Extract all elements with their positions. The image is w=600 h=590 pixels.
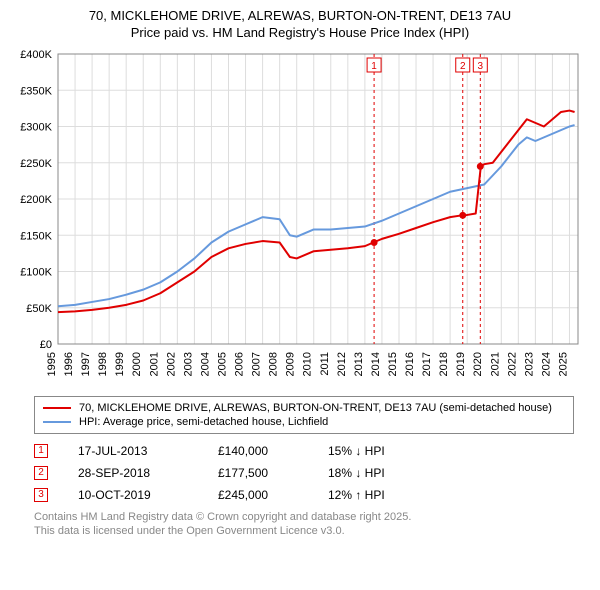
event-row: 2 28-SEP-2018 £177,500 18% ↓ HPI — [34, 462, 590, 484]
svg-text:1995: 1995 — [46, 352, 58, 376]
svg-text:2002: 2002 — [165, 352, 177, 376]
svg-text:2020: 2020 — [472, 352, 484, 376]
svg-text:2007: 2007 — [251, 352, 263, 376]
event-delta: 18% ↓ HPI — [328, 466, 418, 480]
svg-text:2025: 2025 — [557, 352, 569, 376]
svg-text:2012: 2012 — [336, 352, 348, 376]
svg-text:2010: 2010 — [302, 352, 314, 376]
chart-container: 70, MICKLEHOME DRIVE, ALREWAS, BURTON-ON… — [0, 0, 600, 544]
attribution-line: This data is licensed under the Open Gov… — [34, 524, 590, 538]
chart-title: 70, MICKLEHOME DRIVE, ALREWAS, BURTON-ON… — [10, 8, 590, 42]
svg-text:2011: 2011 — [319, 352, 331, 376]
svg-text:2: 2 — [460, 61, 466, 72]
svg-text:£300K: £300K — [20, 121, 52, 133]
svg-text:2022: 2022 — [506, 352, 518, 376]
svg-text:2021: 2021 — [489, 352, 501, 376]
svg-text:2008: 2008 — [268, 352, 280, 376]
legend-swatch — [43, 407, 71, 409]
event-date: 17-JUL-2013 — [78, 444, 188, 458]
svg-text:2019: 2019 — [455, 352, 467, 376]
event-marker-icon: 2 — [34, 466, 48, 480]
svg-text:2013: 2013 — [353, 352, 365, 376]
svg-text:2018: 2018 — [438, 352, 450, 376]
title-line-2: Price paid vs. HM Land Registry's House … — [10, 25, 590, 42]
legend-item: 70, MICKLEHOME DRIVE, ALREWAS, BURTON-ON… — [43, 401, 565, 415]
svg-text:£100K: £100K — [20, 266, 52, 278]
svg-text:2016: 2016 — [404, 352, 416, 376]
svg-text:2001: 2001 — [148, 352, 160, 376]
svg-text:£150K: £150K — [20, 230, 52, 242]
legend-label: HPI: Average price, semi-detached house,… — [79, 416, 328, 428]
svg-text:£250K: £250K — [20, 158, 52, 170]
svg-text:2024: 2024 — [540, 352, 552, 376]
line-chart: £0 £50K £100K £150K £200K £250K £300K £350K £400… — [10, 48, 590, 388]
svg-text:1998: 1998 — [97, 352, 109, 376]
svg-text:1996: 1996 — [63, 352, 75, 376]
event-date: 10-OCT-2019 — [78, 488, 188, 502]
legend-swatch — [43, 421, 71, 423]
svg-text:2017: 2017 — [421, 352, 433, 376]
svg-text:£400K: £400K — [20, 49, 52, 61]
svg-text:2014: 2014 — [370, 352, 382, 376]
svg-text:2005: 2005 — [216, 352, 228, 376]
svg-text:1: 1 — [371, 61, 377, 72]
svg-text:2023: 2023 — [523, 352, 535, 376]
legend: 70, MICKLEHOME DRIVE, ALREWAS, BURTON-ON… — [34, 396, 574, 434]
event-price: £140,000 — [218, 444, 298, 458]
svg-text:£50K: £50K — [26, 303, 52, 315]
event-marker-icon: 3 — [34, 488, 48, 502]
event-date: 28-SEP-2018 — [78, 466, 188, 480]
svg-text:2004: 2004 — [199, 352, 211, 376]
event-delta: 15% ↓ HPI — [328, 444, 418, 458]
svg-text:£0: £0 — [40, 339, 52, 351]
event-price: £177,500 — [218, 466, 298, 480]
svg-text:1997: 1997 — [80, 352, 92, 376]
event-marker-icon: 1 — [34, 444, 48, 458]
svg-text:2015: 2015 — [387, 352, 399, 376]
event-row: 3 10-OCT-2019 £245,000 12% ↑ HPI — [34, 484, 590, 506]
svg-text:£200K: £200K — [20, 194, 52, 206]
svg-text:2003: 2003 — [182, 352, 194, 376]
event-table: 1 17-JUL-2013 £140,000 15% ↓ HPI 2 28-SE… — [34, 440, 590, 506]
svg-text:2000: 2000 — [131, 352, 143, 376]
title-line-1: 70, MICKLEHOME DRIVE, ALREWAS, BURTON-ON… — [10, 8, 590, 25]
legend-item: HPI: Average price, semi-detached house,… — [43, 415, 565, 429]
event-price: £245,000 — [218, 488, 298, 502]
legend-label: 70, MICKLEHOME DRIVE, ALREWAS, BURTON-ON… — [79, 402, 552, 414]
svg-text:1999: 1999 — [114, 352, 126, 376]
event-row: 1 17-JUL-2013 £140,000 15% ↓ HPI — [34, 440, 590, 462]
svg-text:£350K: £350K — [20, 85, 52, 97]
svg-text:2006: 2006 — [234, 352, 246, 376]
attribution: Contains HM Land Registry data © Crown c… — [34, 510, 590, 539]
svg-text:2009: 2009 — [285, 352, 297, 376]
svg-text:3: 3 — [478, 61, 484, 72]
chart-svg: £0 £50K £100K £150K £200K £250K £300K £350K £400… — [10, 48, 590, 388]
attribution-line: Contains HM Land Registry data © Crown c… — [34, 510, 590, 524]
event-delta: 12% ↑ HPI — [328, 488, 418, 502]
